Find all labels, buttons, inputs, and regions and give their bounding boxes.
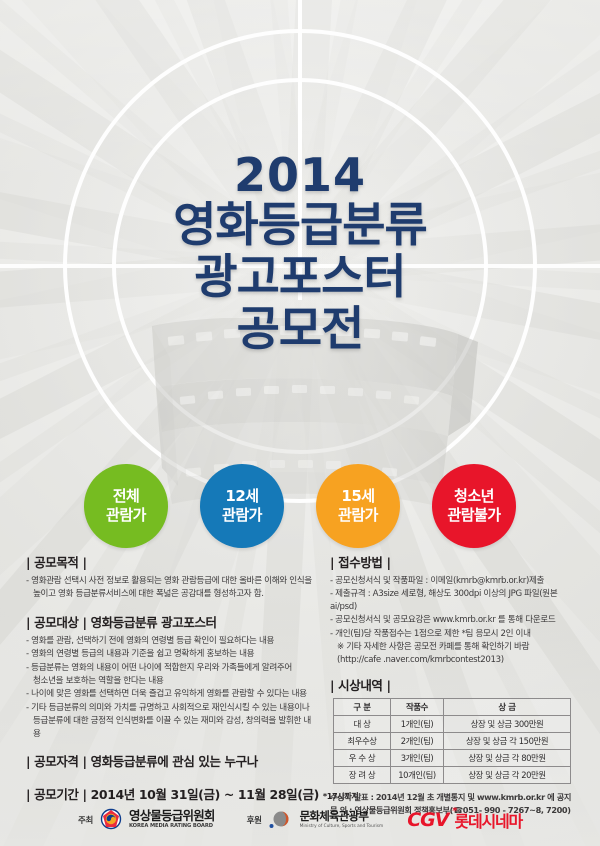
section-heading-awards: | 시상내역 | xyxy=(330,677,391,693)
host-name: 영상물등급위원회 KOREA MEDIA RATING BOARD xyxy=(129,810,215,829)
left-column: | 공모목적 | - 영화관람 선택시 사전 정보로 활용되는 영화 관람등급에… xyxy=(26,552,359,807)
target-line: - 나이에 맞은 영화를 선택하면 더욱 즐겁고 유익하게 영화를 관람할 수 … xyxy=(26,689,307,700)
eligibility-heading-sub: 영화등급분류에 관심 있는 누구나 xyxy=(90,754,259,770)
rating-label-line1: 12세 xyxy=(225,487,259,505)
title-line-1: 영화등급분류 xyxy=(173,198,427,253)
sponsor-label: 후원 xyxy=(246,816,262,826)
cgv-logo: CGV * xyxy=(407,806,457,831)
awards-table-row: 우 수 상 3개인(팀) 상장 및 상금 각 80만원 xyxy=(333,748,571,767)
awards-cell: 상장 및 상금 각 80만원 xyxy=(443,748,571,767)
lotte-cinema-logo: 롯데시네마 xyxy=(454,812,523,831)
cgv-star-mark: * xyxy=(452,806,457,817)
submission-line: - 공모신청서식 및 작품파일 : 이메일(kmrb@kmrb.or.kr)제출 xyxy=(330,576,545,586)
target-heading-label: | 공모대상 | xyxy=(26,614,87,630)
awards-cell: 최우수상 xyxy=(333,731,391,750)
award-announcement-note: 수상작 발표 : 2014년 12월 초 개별통지 및 www.kmrb.or.… xyxy=(330,791,572,802)
sponsor-name-en: Ministry of Culture, Sports and Tourism xyxy=(299,823,384,829)
target-line: - 영화의 연령별 등급의 내용과 기준을 쉽고 명확하게 홍보하는 내용 xyxy=(26,649,255,660)
section-heading-eligibility: | 공모자격 | 영화등급분류에 관심 있는 누구나 xyxy=(26,751,316,770)
rating-label-line1: 청소년 xyxy=(454,487,494,505)
submission-cafe-url[interactable]: (http://cafe .naver.com/kmrbcontest2013) xyxy=(337,655,504,666)
awards-cell: 2개인(팀) xyxy=(390,731,444,750)
awards-cell: 상장 및 상금 각 150만원 xyxy=(443,731,571,750)
period-heading-label: | 공모기간 | xyxy=(26,787,87,803)
awards-cell: 우 수 상 xyxy=(333,748,391,767)
awards-table-row: 최우수상 2개인(팀) 상장 및 상금 각 150만원 xyxy=(333,731,571,750)
rating-label-line1: 전체 xyxy=(112,487,140,505)
target-heading-sub: 영화등급분류 광고포스터 xyxy=(90,614,217,630)
kmrb-logo-icon xyxy=(100,808,122,830)
award-contact-note: 문 의 : 영상물등급위원회 정책홍보부(☎051- 990 - 7267~8,… xyxy=(330,804,571,815)
awards-cell: 대 상 xyxy=(333,714,391,733)
poster-title-block: 2014 영화등급분류 광고포스터 공모전 xyxy=(0,150,600,356)
host-label: 주최 xyxy=(77,816,93,826)
title-line-3: 공모전 xyxy=(236,302,365,357)
awards-table-header-row: 구 분 작품수 상 금 xyxy=(333,697,571,716)
sponsor-name: 문화체육관광부 Ministry of Culture, Sports and … xyxy=(300,811,384,829)
section-heading-period: | 공모기간 | 2014년 10월 31일(금) ~ 11월 28일(금) *… xyxy=(26,784,359,803)
target-line: 청소년을 보호하는 역할을 한다는 내용 xyxy=(33,676,164,687)
cgv-wordmark: CGV xyxy=(407,809,449,831)
cgv-group: CGV * 롯데시네마 xyxy=(407,806,523,832)
target-line: - 기타 등급분류의 의미와 가치를 규명하고 사회적으로 재인식시킬 수 있는… xyxy=(26,702,310,713)
awards-table-row: 장 려 상 10개인(팀) 상장 및 상금 각 20만원 xyxy=(333,765,571,784)
right-column: | 접수방법 | - 공모신청서식 및 작품파일 : 이메일(kmrb@kmrb… xyxy=(330,552,582,817)
rating-all: 전체 관람가 xyxy=(84,464,168,548)
awards-cell: 상장 및 상금 300만원 xyxy=(443,714,571,733)
mcst-logo-icon xyxy=(269,811,289,828)
title-line-2: 광고포스터 xyxy=(194,250,406,305)
title-year: 2014 xyxy=(233,148,367,202)
submission-line: - 개인(팀)당 작품접수는 1점으로 제한 *팀 응모시 2인 이내 xyxy=(330,628,531,639)
awards-col-header: 작품수 xyxy=(390,697,444,716)
awards-table: 구 분 작품수 상 금 대 상 1개인(팀) 상장 및 상금 300만원 최우수상 2개… xyxy=(333,697,571,784)
target-line: - 영화를 관람, 선택하기 전에 영화의 연령별 등급 확인이 필요하다는 내… xyxy=(26,635,275,646)
rating-label-line2: 관람가 xyxy=(222,506,262,524)
awards-table-row: 대 상 1개인(팀) 상장 및 상금 300만원 xyxy=(333,714,571,733)
section-heading-purpose: | 공모목적 | xyxy=(26,555,87,570)
awards-col-header: 상 금 xyxy=(443,697,571,716)
sponsor-name-ko: 문화체육관광부 xyxy=(299,809,369,824)
submission-line: - 제출규격 : A3size 세로형, 해상도 300dpi 이상의 JPG … xyxy=(330,589,558,612)
submission-note: ※ 기타 자세한 사항은 공모전 카페를 통해 확인하기 바람 xyxy=(337,642,530,653)
submission-line: - 공모신청서식 및 공모요강은 www.kmrb.or.kr 를 통해 다운로… xyxy=(330,615,556,626)
awards-col-header: 구 분 xyxy=(333,697,391,716)
target-line: 등급분류에 대한 긍정적 인식변화를 이끌 수 있는 재미와 감성, 창의력을 … xyxy=(33,716,311,739)
period-note: *17시까지 xyxy=(322,791,359,802)
rating-teen: 청소년 관람불가 xyxy=(432,464,516,548)
rating-label-line1: 15세 xyxy=(341,487,375,505)
awards-cell: 1개인(팀) xyxy=(390,714,444,733)
period-heading-sub: 2014년 10월 31일(금) ~ 11월 28일(금) xyxy=(90,787,320,803)
purpose-line: 높이고 영화 등급분류서비스에 대한 폭넓은 공감대를 형성하고자 함. xyxy=(33,589,264,600)
host-group: 주최 영상물등급위원회 KOREA MEDIA RATING BOARD xyxy=(78,808,215,832)
awards-cell: 상장 및 상금 각 20만원 xyxy=(443,765,571,784)
rating-label-line2: 관람불가 xyxy=(447,506,501,524)
rating-badges: 전체 관람가 12세 관람가 15세 관람가 청소년 관람불가 xyxy=(0,464,600,548)
awards-cell: 3개인(팀) xyxy=(390,748,444,767)
target-line: - 등급분류는 영화의 내용이 어떤 나이에 적합한지 우리와 가족들에게 알려… xyxy=(26,662,292,673)
eligibility-heading-label: | 공모자격 | xyxy=(26,754,87,770)
host-name-en: KOREA MEDIA RATING BOARD xyxy=(129,823,213,830)
section-heading-target: | 공모대상 | 영화등급분류 광고포스터 xyxy=(26,612,316,631)
purpose-line: - 영화관람 선택시 사전 정보로 활용되는 영화 관람등급에 대한 올바른 이… xyxy=(26,576,312,586)
awards-notes: 수상작 발표 : 2014년 12월 초 개별통지 및 www.kmrb.or.… xyxy=(330,791,582,816)
footer-sponsors: 주최 영상물등급위원회 KOREA MEDIA RATING BOARD 후원 … xyxy=(0,794,600,846)
content-columns: | 공모목적 | - 영화관람 선택시 사전 정보로 활용되는 영화 관람등급에… xyxy=(0,552,600,815)
rating-12: 12세 관람가 xyxy=(200,464,284,548)
awards-cell: 10개인(팀) xyxy=(390,765,444,784)
rating-label-line2: 관람가 xyxy=(106,506,146,524)
sponsor-group: 후원 문화체육관광부 Ministry of Culture, Sports a… xyxy=(247,810,384,830)
section-heading-submission: | 접수방법 | xyxy=(330,555,391,570)
rating-15: 15세 관람가 xyxy=(316,464,400,548)
awards-cell: 장 려 상 xyxy=(333,765,391,784)
rating-label-line2: 관람가 xyxy=(338,506,378,524)
host-name-ko: 영상물등급위원회 xyxy=(129,808,215,824)
